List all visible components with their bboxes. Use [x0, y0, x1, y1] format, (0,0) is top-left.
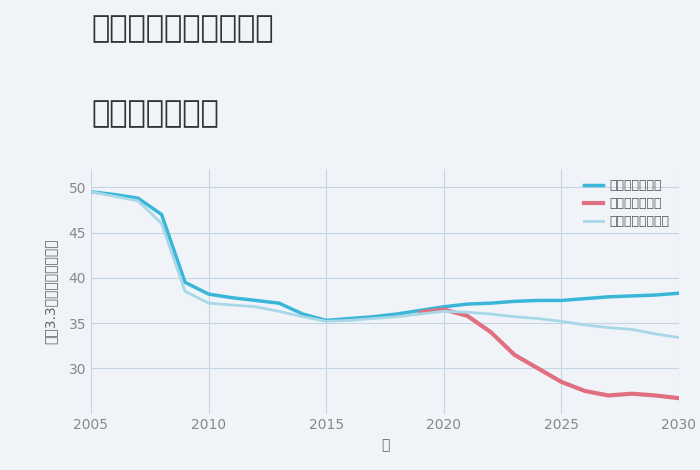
- Text: 土地の価格推移: 土地の価格推移: [91, 99, 218, 128]
- Y-axis label: 坪（3.3㎡）単価（万円）: 坪（3.3㎡）単価（万円）: [43, 239, 57, 344]
- Text: 奈良県奈良市高樋町の: 奈良県奈良市高樋町の: [91, 14, 274, 43]
- X-axis label: 年: 年: [381, 438, 389, 452]
- Legend: グッドシナリオ, バッドシナリオ, ノーマルシナリオ: グッドシナリオ, バッドシナリオ, ノーマルシナリオ: [580, 175, 673, 232]
